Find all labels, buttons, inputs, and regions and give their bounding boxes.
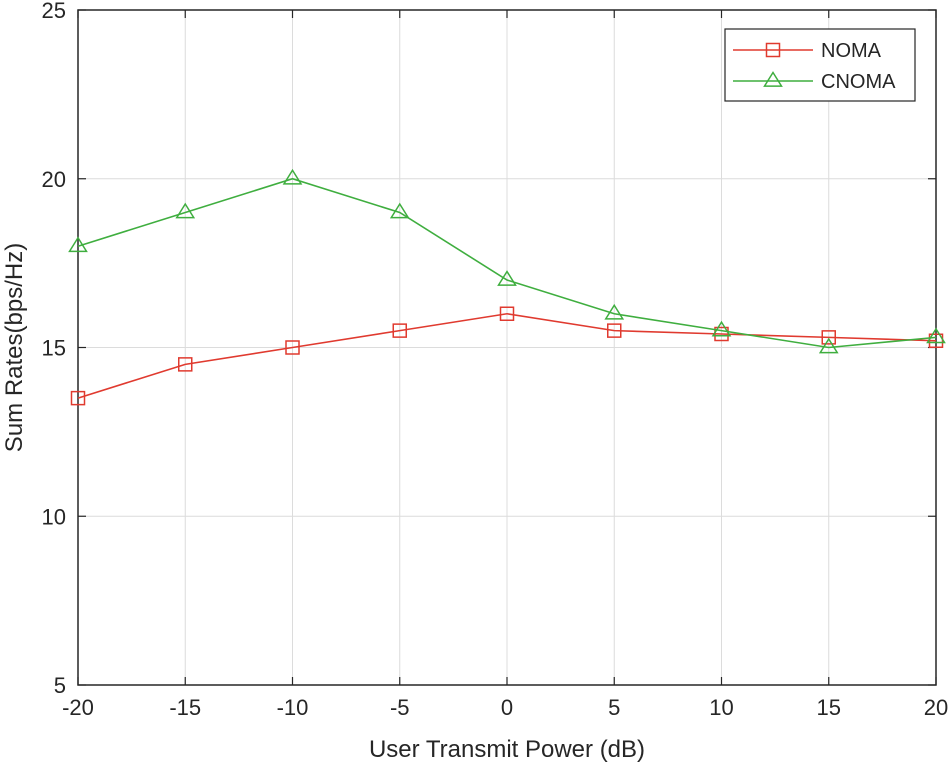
- x-tick-label: -5: [390, 695, 410, 720]
- cnoma-point: [926, 327, 946, 344]
- noma-line: [77, 312, 937, 399]
- noma-point: [285, 340, 300, 355]
- x-tick-label: 20: [924, 695, 948, 720]
- cnoma-line: [77, 177, 937, 349]
- legend-box: [724, 28, 916, 102]
- grid: [78, 10, 936, 685]
- legend-marker-cnoma: [763, 71, 783, 87]
- cnoma-point: [604, 303, 625, 320]
- noma-point: [392, 323, 407, 338]
- noma-point: [70, 390, 86, 406]
- noma-point: [821, 330, 836, 345]
- cnoma-point: [68, 236, 88, 253]
- y-tick-label: 10: [42, 504, 66, 529]
- y-tick-label: 25: [42, 0, 66, 23]
- series-layer: [68, 168, 946, 406]
- cnoma-point: [711, 320, 732, 337]
- x-axis-label: User Transmit Power (dB): [369, 736, 645, 763]
- cnoma-point: [389, 202, 410, 219]
- x-tick-label: 15: [817, 695, 841, 720]
- noma-point: [607, 323, 622, 338]
- cnoma-point: [282, 168, 303, 185]
- cnoma-point: [175, 202, 196, 219]
- y-tick-label: 20: [42, 167, 66, 192]
- x-tick-label: 0: [501, 695, 513, 720]
- legend-label-cnoma: CNOMA: [821, 71, 896, 93]
- x-tick-label: 5: [608, 695, 620, 720]
- x-tick-label: -15: [169, 695, 201, 720]
- x-tick-label: -20: [62, 695, 94, 720]
- legend-label-noma: NOMA: [821, 40, 882, 62]
- series-noma: [70, 306, 944, 406]
- x-tick-label: -10: [277, 695, 309, 720]
- cnoma-point: [497, 270, 517, 286]
- legend-marker-noma: [765, 42, 781, 58]
- noma-point: [928, 333, 944, 348]
- noma-point: [178, 357, 193, 372]
- legend-item-cnoma: CNOMA: [733, 71, 896, 93]
- axis-ticks: -20 -15 -10 -5 0 5 10 15 20 5 10 15 20 25: [42, 0, 949, 720]
- legend: NOMA CNOMA: [724, 28, 916, 102]
- noma-point: [499, 306, 515, 321]
- noma-point: [714, 326, 729, 342]
- x-tick-label: 10: [709, 695, 733, 720]
- legend-item-noma: NOMA: [733, 40, 882, 62]
- y-tick-label: 5: [54, 673, 66, 698]
- y-axis-label: Sum Rates(bps/Hz): [1, 243, 28, 452]
- cnoma-point: [818, 337, 839, 354]
- y-tick-label: 15: [42, 336, 66, 361]
- series-cnoma: [68, 168, 946, 354]
